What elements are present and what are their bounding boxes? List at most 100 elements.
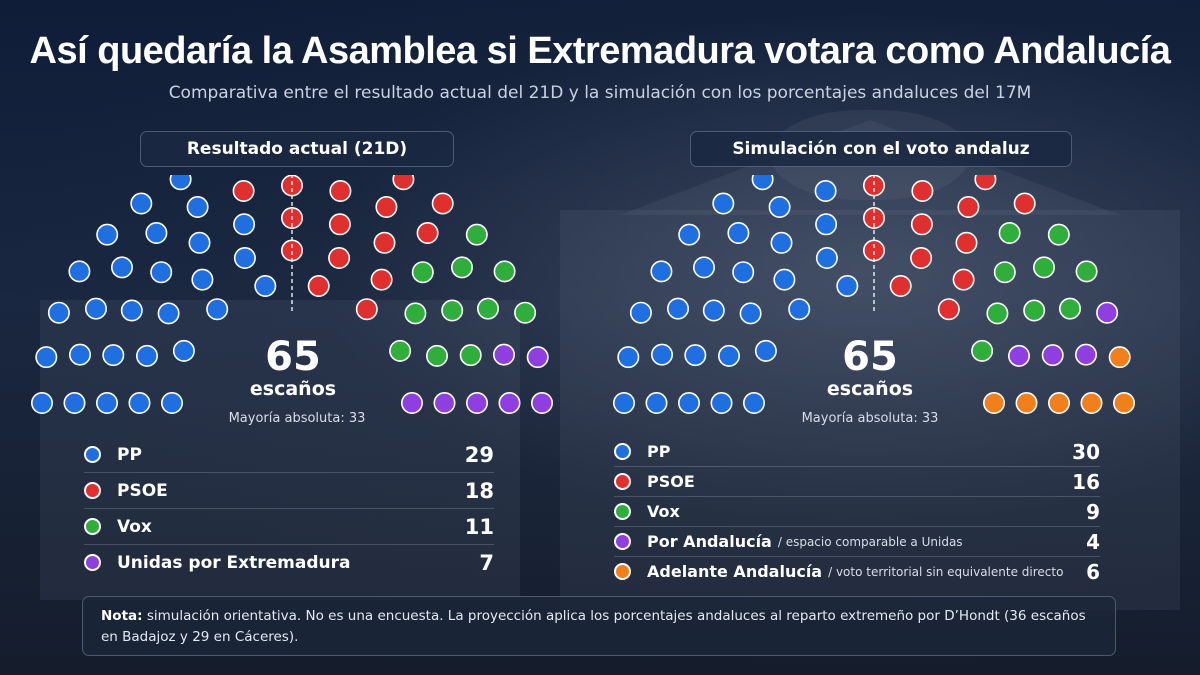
seat-dot	[910, 247, 933, 270]
seat-dot	[974, 175, 997, 191]
seat-dot	[718, 344, 741, 367]
left-hemicycle-chart	[31, 175, 553, 415]
seat-dot	[1047, 392, 1070, 415]
legend-row-vox: Vox 9	[614, 497, 1100, 527]
seat-dot	[254, 275, 277, 298]
party-name: Vox	[117, 516, 152, 537]
party-note: / espacio comparable a Unidas	[777, 534, 963, 549]
seat-dot	[1013, 192, 1036, 215]
right-legend: PP 30 PSOE 16 Vox 9 Por Andalucía / espa…	[614, 437, 1100, 586]
seat-dot	[157, 302, 180, 325]
seat-dot	[172, 339, 195, 362]
party-color-dot	[84, 518, 101, 535]
seat-dot	[986, 302, 1009, 325]
seat-dot	[136, 344, 159, 367]
party-color-dot	[84, 446, 101, 463]
seat-dot	[650, 260, 673, 283]
seat-dot	[328, 213, 351, 236]
seat-dot	[732, 261, 755, 284]
seat-dot	[476, 297, 499, 320]
seat-dot	[514, 301, 537, 324]
seat-dot	[465, 392, 488, 415]
left-majority-label: Mayoría absoluta: 33	[228, 411, 366, 426]
seat-dot	[666, 297, 689, 320]
seat-dot	[982, 392, 1005, 415]
seat-dot	[955, 231, 978, 254]
seat-dot	[768, 195, 791, 218]
seat-dot	[727, 221, 750, 244]
seat-dot	[63, 392, 86, 415]
party-name: Vox	[647, 502, 680, 521]
seat-dot	[911, 180, 934, 202]
seat-dot	[678, 392, 701, 415]
seat-dot	[465, 223, 488, 246]
footnote-text: simulación orientativa. No es una encues…	[101, 608, 1086, 645]
seat-dot	[450, 256, 473, 279]
seat-dot	[416, 221, 439, 244]
seat-dot	[815, 247, 838, 270]
seat-dot	[693, 256, 716, 279]
footnote-label: Nota:	[101, 608, 143, 624]
party-seats: 18	[464, 478, 494, 503]
party-seats: 29	[464, 442, 494, 467]
party-color-dot	[614, 473, 631, 490]
seat-dot	[169, 175, 192, 191]
legend-row-vox: Vox 11	[84, 509, 494, 545]
party-color-dot	[84, 482, 101, 499]
seat-dot	[863, 239, 886, 262]
party-name: PP	[117, 444, 142, 465]
seat-dot	[710, 392, 733, 415]
seat-dot	[712, 192, 735, 215]
seat-dot	[993, 261, 1016, 284]
seat-dot	[128, 392, 151, 415]
seat-dot	[1041, 344, 1064, 367]
seat-dot	[1023, 299, 1046, 322]
seat-dot	[788, 298, 811, 321]
seat-dot	[751, 175, 774, 191]
party-seats: 16	[1072, 469, 1100, 494]
seat-dot	[68, 260, 91, 283]
seat-dot	[952, 268, 975, 291]
seat-dot	[96, 392, 119, 415]
seat-dot	[650, 343, 673, 366]
seat-dot	[431, 192, 454, 215]
seat-dot	[389, 339, 412, 362]
seat-dot	[102, 344, 125, 367]
seat-dot	[1112, 392, 1135, 415]
page-title: Así quedaría la Asamblea si Extremadura …	[29, 30, 1171, 72]
seat-dot	[370, 268, 393, 291]
footnote-box: Nota: simulación orientativa. No es una …	[82, 596, 1116, 656]
seat-dot	[307, 275, 330, 298]
seat-dot	[739, 302, 762, 325]
seat-dot	[186, 195, 209, 218]
right-majority-label: Mayoría absoluta: 33	[801, 411, 939, 426]
seat-dot	[1032, 256, 1055, 279]
right-total-label: escaños	[826, 378, 914, 400]
seat-dot	[31, 392, 53, 415]
party-color-dot	[614, 503, 631, 520]
seat-dot	[161, 392, 184, 415]
seat-dot	[1075, 260, 1098, 283]
left-total-seats: 65	[265, 334, 321, 380]
seat-dot	[493, 260, 516, 283]
seat-dot	[150, 261, 173, 284]
seat-dot	[1080, 392, 1103, 415]
party-color-dot	[614, 443, 631, 460]
party-color-dot	[614, 563, 631, 580]
seat-dot	[998, 221, 1021, 244]
seat-dot	[206, 298, 229, 321]
seat-dot	[629, 301, 652, 324]
right-hemicycle-chart	[613, 175, 1135, 415]
seat-dot	[375, 195, 398, 218]
party-name: PP	[647, 442, 671, 461]
party-name: Unidas por Extremadura	[117, 552, 351, 573]
party-seats: 4	[1086, 529, 1100, 554]
seat-dot	[814, 180, 837, 202]
seat-dot	[526, 346, 549, 369]
seat-dot	[328, 247, 351, 270]
seat-dot	[191, 268, 214, 291]
party-name: PSOE	[117, 480, 168, 501]
seat-dot	[836, 275, 859, 298]
party-note: / voto territorial sin equivalente direc…	[828, 564, 1064, 579]
seat-dot	[957, 195, 980, 218]
